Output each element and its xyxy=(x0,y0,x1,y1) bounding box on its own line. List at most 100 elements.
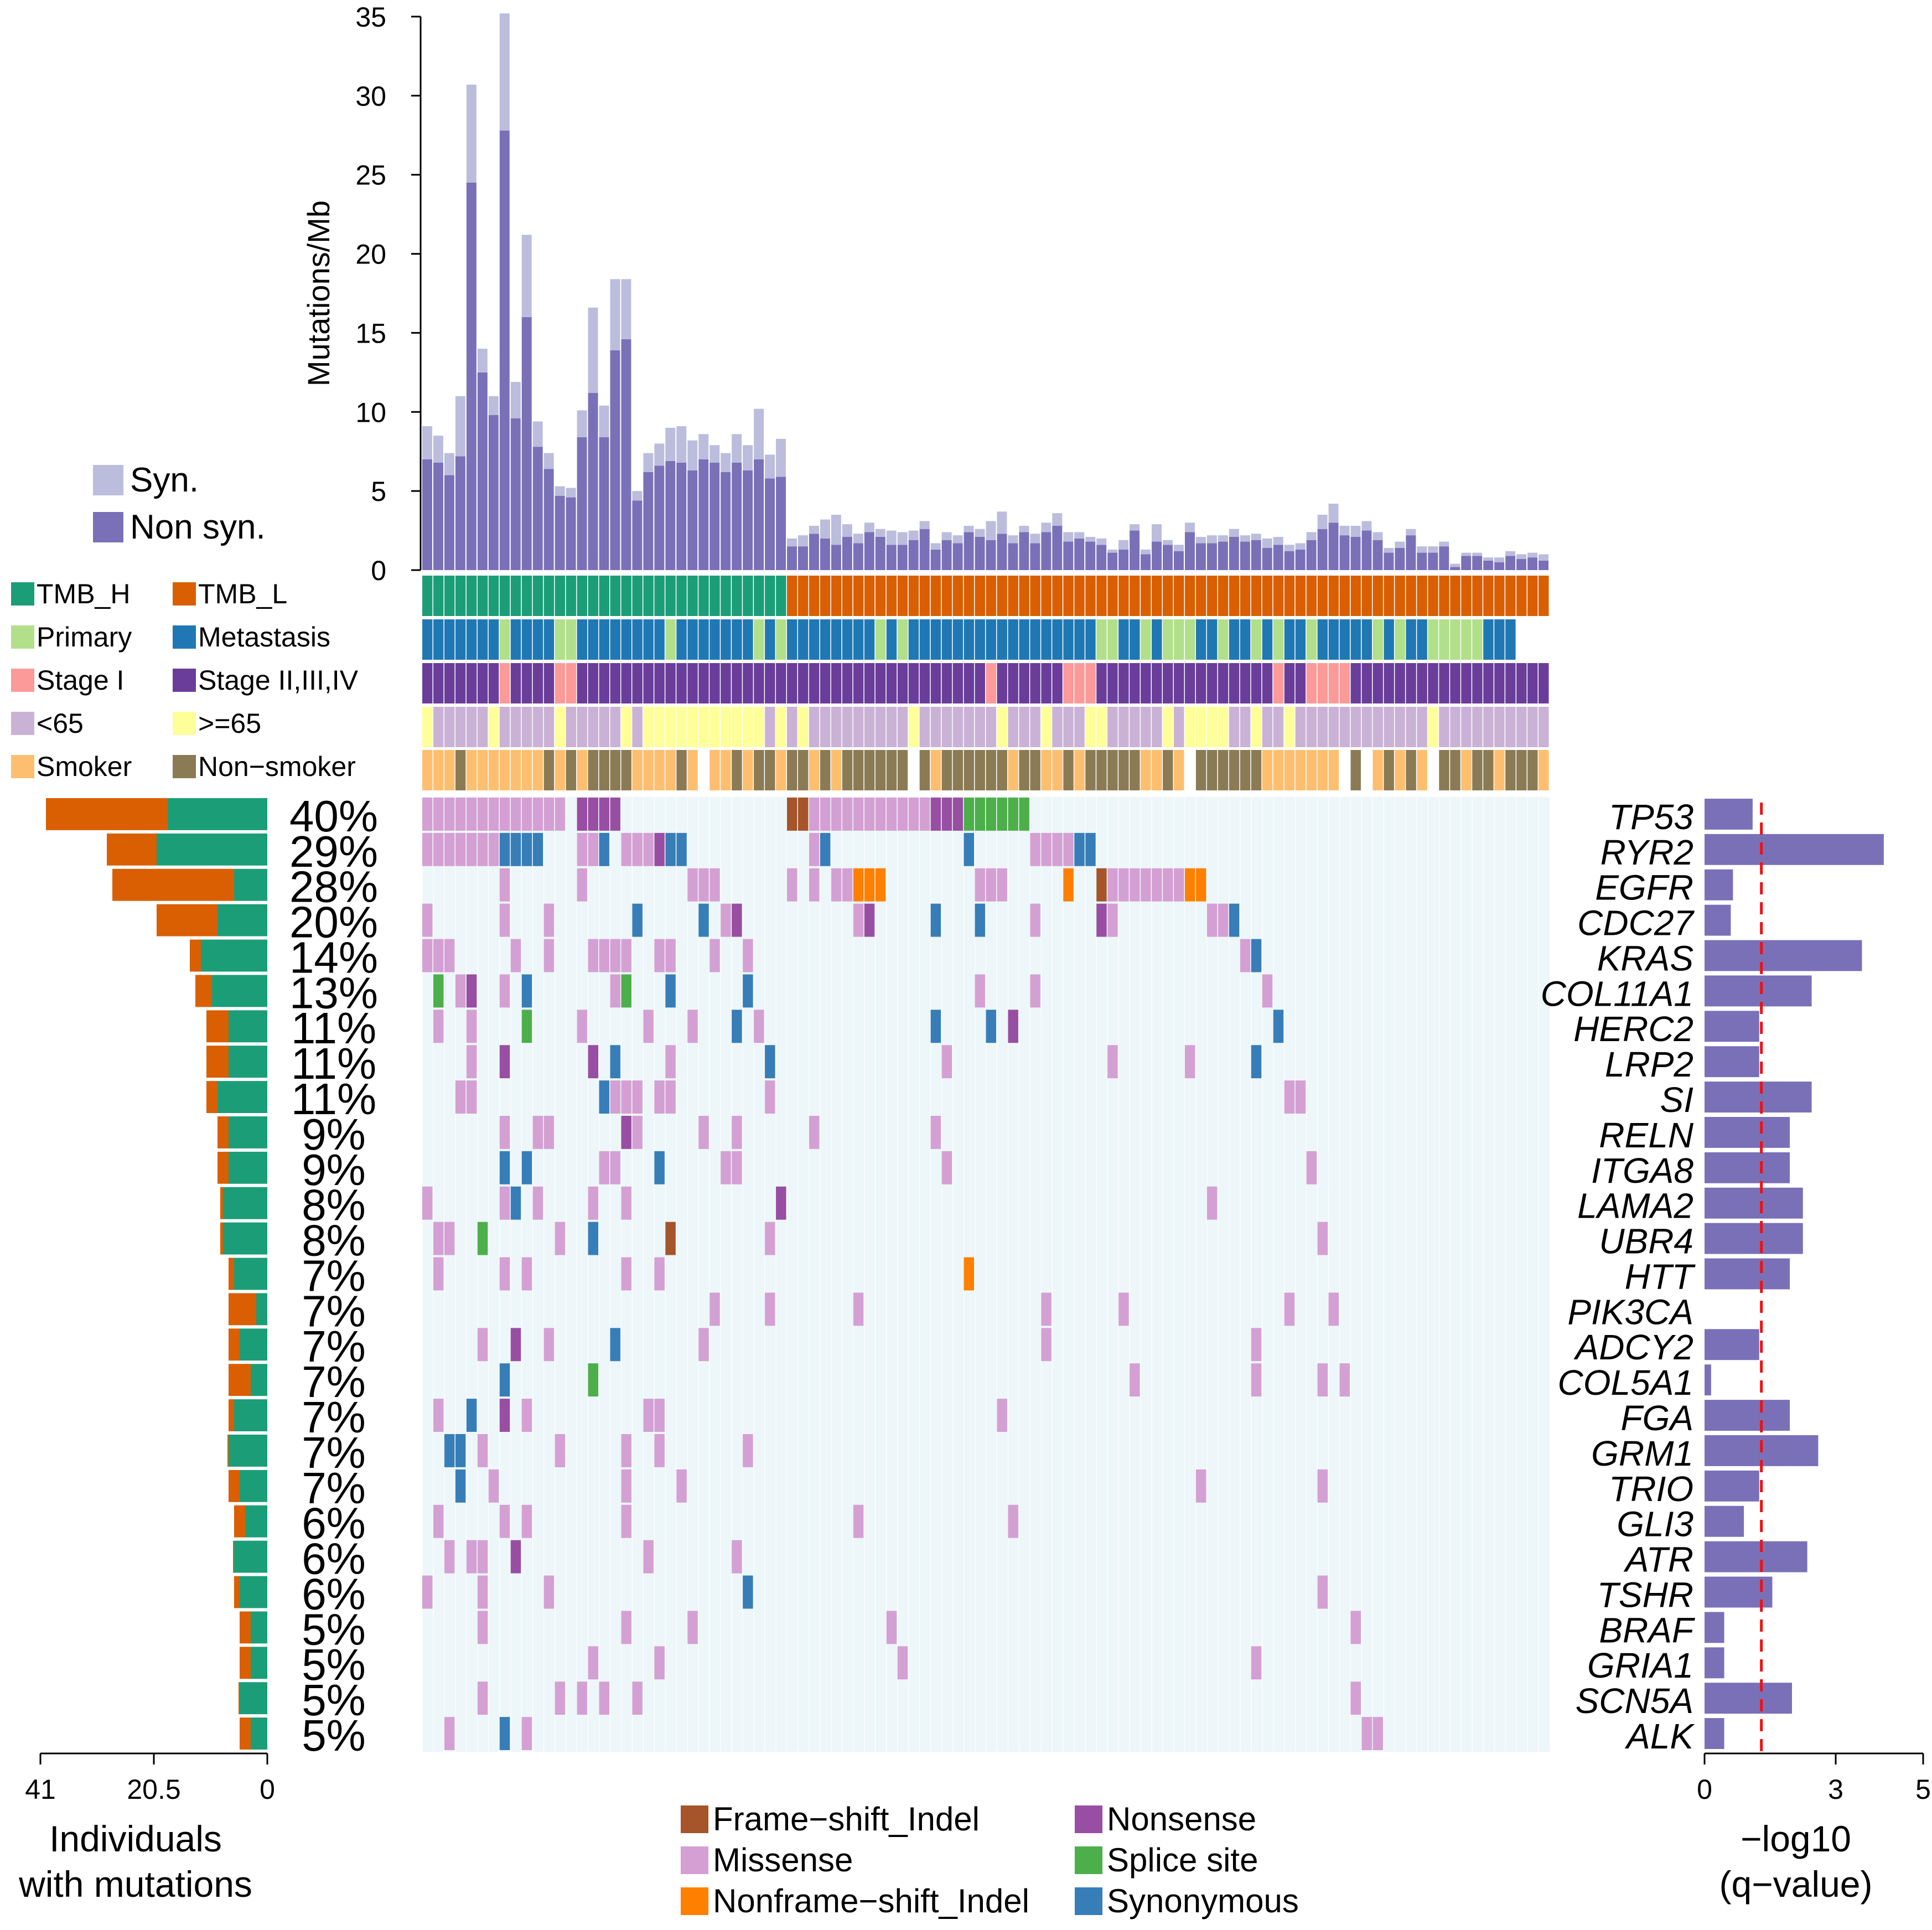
track-cell xyxy=(1494,619,1505,660)
annotation-legend-label: Primary xyxy=(37,622,132,653)
mutation-cell xyxy=(698,868,709,902)
mutation-cell xyxy=(941,1151,952,1184)
annotation-legend-label: TMB_H xyxy=(37,578,130,609)
track-cell xyxy=(477,707,488,747)
track-cell xyxy=(1063,576,1074,616)
track-cell xyxy=(798,619,809,660)
track-cell xyxy=(1450,707,1460,747)
tmb-bar-nonsyn xyxy=(754,459,764,570)
tmb-bar-syn xyxy=(842,524,852,537)
mutation-cell xyxy=(831,868,842,902)
left-mutation-count-panel: 41 20.5 0 Individuals with mutations xyxy=(18,798,275,1905)
mutation-cell xyxy=(886,1611,897,1644)
tmb-bar-nonsyn xyxy=(444,475,454,570)
track-cell xyxy=(1206,576,1218,616)
tmb-bar-syn xyxy=(975,529,985,537)
tmb-bar-nonsyn xyxy=(952,543,963,570)
mutation-cell xyxy=(1195,1469,1206,1503)
mutation-cell xyxy=(433,1399,444,1432)
tmb-bar-nonsyn xyxy=(1163,545,1173,570)
mutation-cell xyxy=(853,868,864,902)
track-cell xyxy=(477,663,488,703)
track-cell xyxy=(1328,750,1339,790)
mutation-cell xyxy=(1317,1575,1328,1609)
track-cell xyxy=(1085,750,1096,790)
tmb-bar-syn xyxy=(1439,541,1449,547)
track-cell xyxy=(499,619,510,660)
left-bar-tmb-h xyxy=(223,1187,267,1219)
tmb-bar-syn xyxy=(1063,532,1074,542)
mutation-cell xyxy=(444,1434,455,1467)
track-cell xyxy=(1141,707,1151,747)
track-cell xyxy=(1096,619,1107,660)
tmb-bar-nonsyn xyxy=(743,470,753,570)
tmb-bar-nonsyn xyxy=(521,317,532,570)
track-cell xyxy=(1174,707,1184,747)
annotation-legend-swatch xyxy=(173,582,196,606)
track-cell xyxy=(577,576,588,616)
track-cell xyxy=(676,750,687,790)
tmb-y-tick-label: 5 xyxy=(371,476,386,507)
mutation-cell xyxy=(521,1717,532,1750)
mutation-cell xyxy=(499,1151,510,1184)
mutation-cell xyxy=(444,798,455,831)
mutation-cell xyxy=(433,1222,444,1255)
mutation-cell xyxy=(721,1151,731,1184)
qvalue-x-tick-label: 5 xyxy=(1915,1774,1931,1805)
mutation-cell xyxy=(444,1717,455,1750)
gene-percent-label: 5% xyxy=(302,1675,366,1725)
track-cell xyxy=(1295,707,1306,747)
track-cell xyxy=(1008,619,1018,660)
track-cell xyxy=(1218,707,1229,747)
track-cell xyxy=(1439,750,1449,790)
track-cell xyxy=(555,663,566,703)
track-cell xyxy=(853,619,864,660)
mutation-cell xyxy=(422,1186,433,1220)
tmb-bar-nonsyn xyxy=(875,537,885,570)
track-cell xyxy=(964,619,975,660)
track-cell xyxy=(643,707,654,747)
tmb-bar-syn xyxy=(919,521,930,529)
tmb-bar-nonsyn xyxy=(732,462,742,570)
tmb-bar-syn xyxy=(1074,532,1085,539)
tmb-bar-syn xyxy=(1417,546,1427,553)
left-bar-tmb-l xyxy=(46,798,168,830)
mutation-cell xyxy=(599,1080,609,1114)
tmb-bar-nonsyn xyxy=(930,549,941,570)
tmb-bar-nonsyn xyxy=(422,459,432,570)
tmb-bar-nonsyn xyxy=(477,372,488,570)
tmb-bar-syn xyxy=(1195,537,1206,544)
left-bar-tmb-h xyxy=(212,975,267,1007)
mutation-cell xyxy=(433,832,444,866)
qvalue-bar xyxy=(1705,1258,1790,1290)
track-cell xyxy=(1317,576,1328,616)
annotation-legend-label: Smoker xyxy=(37,751,132,782)
mutation-legend-label: Frame−shift_Indel xyxy=(713,1800,980,1838)
track-cell xyxy=(787,576,797,616)
tmb-bar-syn xyxy=(732,434,742,463)
track-cell xyxy=(787,750,797,790)
track-cell xyxy=(632,619,643,660)
left-x-tick-label: 20.5 xyxy=(127,1774,180,1805)
mutation-cell xyxy=(732,1010,742,1043)
mutation-cell xyxy=(577,868,588,902)
track-cell xyxy=(466,663,477,703)
track-cell xyxy=(709,663,720,703)
tmb-bar-syn xyxy=(632,491,643,501)
mutation-cell xyxy=(466,1540,477,1574)
track-cell xyxy=(721,619,731,660)
track-cell xyxy=(1251,663,1262,703)
track-cell xyxy=(698,663,709,703)
track-cell xyxy=(776,619,786,660)
track-cell xyxy=(588,750,599,790)
gene-name-label: GLI3 xyxy=(1617,1504,1693,1544)
annotation-legend-swatch xyxy=(11,582,34,606)
left-bar-tmb-l xyxy=(229,1258,234,1290)
mutation-cell xyxy=(754,1010,764,1043)
mutation-cell xyxy=(632,1080,643,1114)
mutation-cell xyxy=(510,832,521,866)
track-cell xyxy=(864,707,875,747)
track-cell xyxy=(1450,750,1460,790)
mutation-cell xyxy=(809,1116,820,1149)
mutation-cell xyxy=(809,832,820,866)
